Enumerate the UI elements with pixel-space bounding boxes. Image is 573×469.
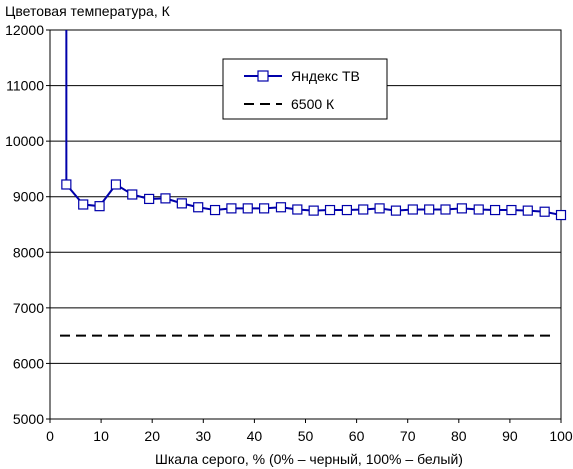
data-point-yandex — [506, 204, 517, 216]
data-point-yandex — [308, 205, 319, 216]
x-tick-label: 0 — [46, 428, 54, 444]
data-point-yandex — [473, 204, 484, 215]
data-point-yandex — [374, 203, 385, 214]
legend-label-6500: 6500 К — [291, 96, 335, 112]
series-line-yandex — [65, 30, 562, 217]
data-point-yandex — [275, 202, 287, 213]
data-point-yandex — [407, 204, 418, 215]
data-point-yandex — [324, 204, 336, 216]
y-tick-label: 6000 — [13, 355, 44, 371]
data-point-yandex — [110, 179, 122, 190]
data-point-yandex — [456, 203, 467, 214]
data-point-yandex — [160, 193, 171, 204]
data-point-yandex — [94, 201, 105, 212]
x-tick-label: 100 — [549, 428, 573, 444]
y-tick-label: 10000 — [5, 133, 44, 149]
x-tick-label: 80 — [451, 428, 467, 444]
data-point-yandex — [341, 204, 352, 216]
y-tick-label: 9000 — [13, 189, 44, 205]
data-point-yandex — [242, 203, 253, 214]
y-tick-label: 8000 — [13, 244, 44, 260]
x-tick-label: 90 — [502, 428, 518, 444]
x-tick-label: 40 — [247, 428, 263, 444]
legend-label-yandex: Яндекс ТВ — [291, 68, 360, 84]
data-point-yandex — [259, 203, 270, 214]
x-tick-label: 30 — [196, 428, 212, 444]
data-point-yandex — [292, 204, 303, 215]
data-point-yandex — [489, 204, 501, 216]
data-point-yandex — [176, 198, 187, 209]
y-tick-label: 7000 — [13, 300, 44, 316]
axis-ticks: 5000 6000 7000 8000 9000 10000 11000 12000 0 10 20… — [5, 22, 573, 444]
data-point-yandex — [127, 189, 138, 200]
y-tick-label: 11000 — [6, 78, 44, 94]
data-point-yandex — [193, 202, 204, 213]
data-point-yandex — [144, 193, 155, 205]
data-point-yandex — [555, 209, 567, 221]
y-tick-label: 5000 — [13, 411, 44, 427]
x-axis-title: Шкала серого, % (0% – черный, 100% – бел… — [155, 451, 463, 467]
y-axis-title: Цветовая температура, К — [5, 3, 171, 19]
legend: Яндекс ТВ 6500 К — [222, 58, 388, 120]
data-point-yandex — [440, 204, 451, 215]
data-point-yandex — [61, 179, 72, 190]
data-point-yandex — [390, 205, 402, 216]
data-point-yandex — [226, 203, 237, 214]
data-point-yandex — [78, 199, 89, 210]
series-layer — [60, 30, 567, 337]
x-tick-label: 70 — [400, 428, 416, 444]
x-tick-label: 20 — [144, 428, 160, 444]
x-tick-label: 50 — [298, 428, 314, 444]
x-tick-label: 10 — [93, 428, 109, 444]
data-point-yandex — [539, 206, 550, 217]
legend-box — [222, 58, 388, 120]
data-point-yandex — [358, 204, 369, 215]
legend-marker-yandex — [257, 70, 269, 82]
x-tick-label: 60 — [349, 428, 365, 444]
data-point-yandex — [209, 204, 221, 216]
data-point-yandex — [522, 205, 533, 216]
y-tick-label: 12000 — [5, 22, 44, 38]
data-point-yandex — [424, 204, 435, 215]
